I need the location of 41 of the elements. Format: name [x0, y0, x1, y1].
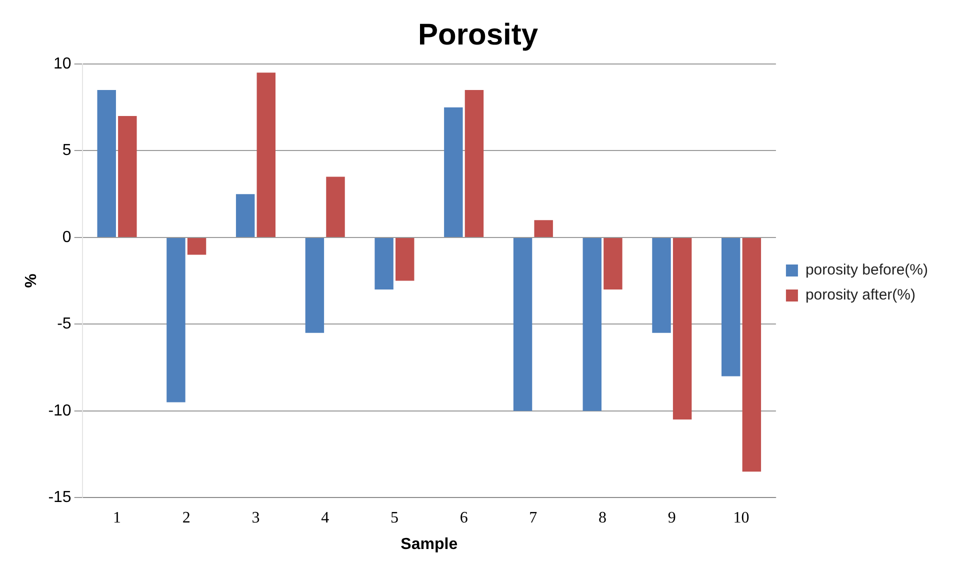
- bar: [97, 90, 116, 237]
- bar: [395, 238, 414, 281]
- y-tick-label: -5: [57, 316, 72, 333]
- bar: [256, 72, 276, 237]
- x-tick-label: 2: [182, 509, 190, 526]
- legend-label: porosity after(%): [805, 286, 916, 304]
- y-tick-label: -10: [48, 402, 72, 420]
- x-tick-label: 10: [733, 509, 750, 526]
- bar: [374, 238, 394, 290]
- chart-title: Porosity: [418, 18, 538, 52]
- y-tick-label: 10: [54, 55, 72, 72]
- bar: [672, 238, 692, 420]
- bar: [305, 238, 324, 333]
- y-tick-label: -15: [48, 489, 72, 506]
- bar: [444, 107, 463, 237]
- legend-label: porosity before(%): [805, 262, 928, 279]
- bar: [534, 220, 553, 237]
- bar: [187, 238, 206, 255]
- bar: [742, 238, 762, 472]
- x-tick-label: 8: [598, 509, 607, 526]
- x-tick-label: 5: [390, 509, 398, 526]
- bar: [513, 238, 532, 411]
- bar: [464, 90, 484, 237]
- bar: [652, 238, 671, 333]
- x-tick-label: 4: [321, 509, 330, 526]
- bar: [166, 238, 186, 402]
- x-tick-label: 6: [460, 509, 468, 526]
- bar: [722, 238, 740, 376]
- x-tick-label: 3: [252, 509, 260, 526]
- x-tick-label: 9: [668, 509, 676, 526]
- bar: [582, 238, 602, 411]
- x-tick-label: 7: [529, 509, 538, 526]
- bar: [326, 176, 345, 237]
- y-tick-label: 5: [62, 142, 72, 160]
- x-tick-label: 1: [113, 509, 122, 526]
- y-tick-label: 0: [62, 228, 72, 246]
- bar: [604, 238, 622, 290]
- bar: [118, 116, 137, 237]
- bar: [236, 194, 255, 237]
- x-axis-title: Sample: [400, 536, 458, 553]
- y-axis-title: %: [23, 274, 40, 288]
